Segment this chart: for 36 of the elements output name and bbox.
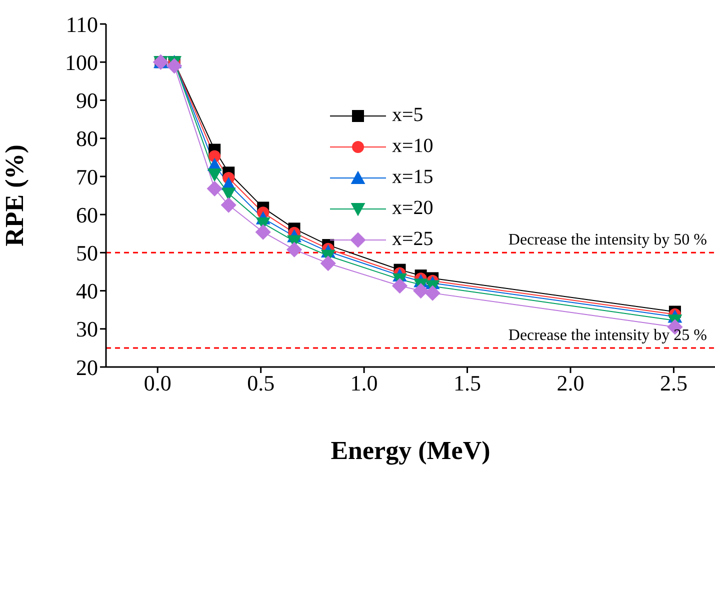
ref-line-label: Decrease the intensity by 50 % (508, 232, 707, 249)
y-tick-label: 30 (76, 316, 98, 342)
point (413, 282, 429, 299)
x-tick-label: 2.5 (660, 370, 688, 396)
y-tick-label: 70 (76, 164, 98, 190)
y-tick-label: 110 (66, 12, 98, 37)
point (424, 285, 440, 301)
y-axis-title: RPE (%) (0, 144, 30, 246)
x-axis-title: Energy (MeV) (330, 436, 490, 465)
x-tick-label: 2.0 (556, 370, 584, 396)
legend-label: x=5 (392, 104, 424, 127)
x-tick-label: 0.0 (144, 370, 172, 396)
point (208, 150, 221, 162)
y-tick-label: 20 (76, 354, 98, 380)
y-tick-label: 90 (76, 88, 98, 114)
x-tick-label: 0.5 (247, 370, 275, 396)
x-tick-label: 1.5 (454, 370, 482, 396)
legend-label: x=20 (392, 197, 434, 220)
ref-line-label: Decrease the intensity by 25 % (508, 326, 707, 344)
legend-label: x=10 (392, 135, 434, 158)
y-tick-label: 50 (76, 240, 98, 266)
point (207, 168, 222, 182)
point (220, 197, 236, 213)
point (392, 278, 408, 294)
point (320, 256, 336, 272)
y-tick-label: 40 (76, 278, 98, 304)
y-tick-label: 80 (76, 126, 98, 152)
point (206, 180, 222, 196)
y-tick-label: 100 (65, 50, 98, 75)
y-tick-label: 60 (76, 202, 98, 228)
point (286, 242, 302, 258)
legend-label: x=25 (392, 228, 434, 251)
point (255, 224, 271, 240)
x-tick-label: 1.0 (350, 370, 378, 396)
point (166, 58, 182, 74)
legend-label: x=15 (392, 166, 434, 189)
